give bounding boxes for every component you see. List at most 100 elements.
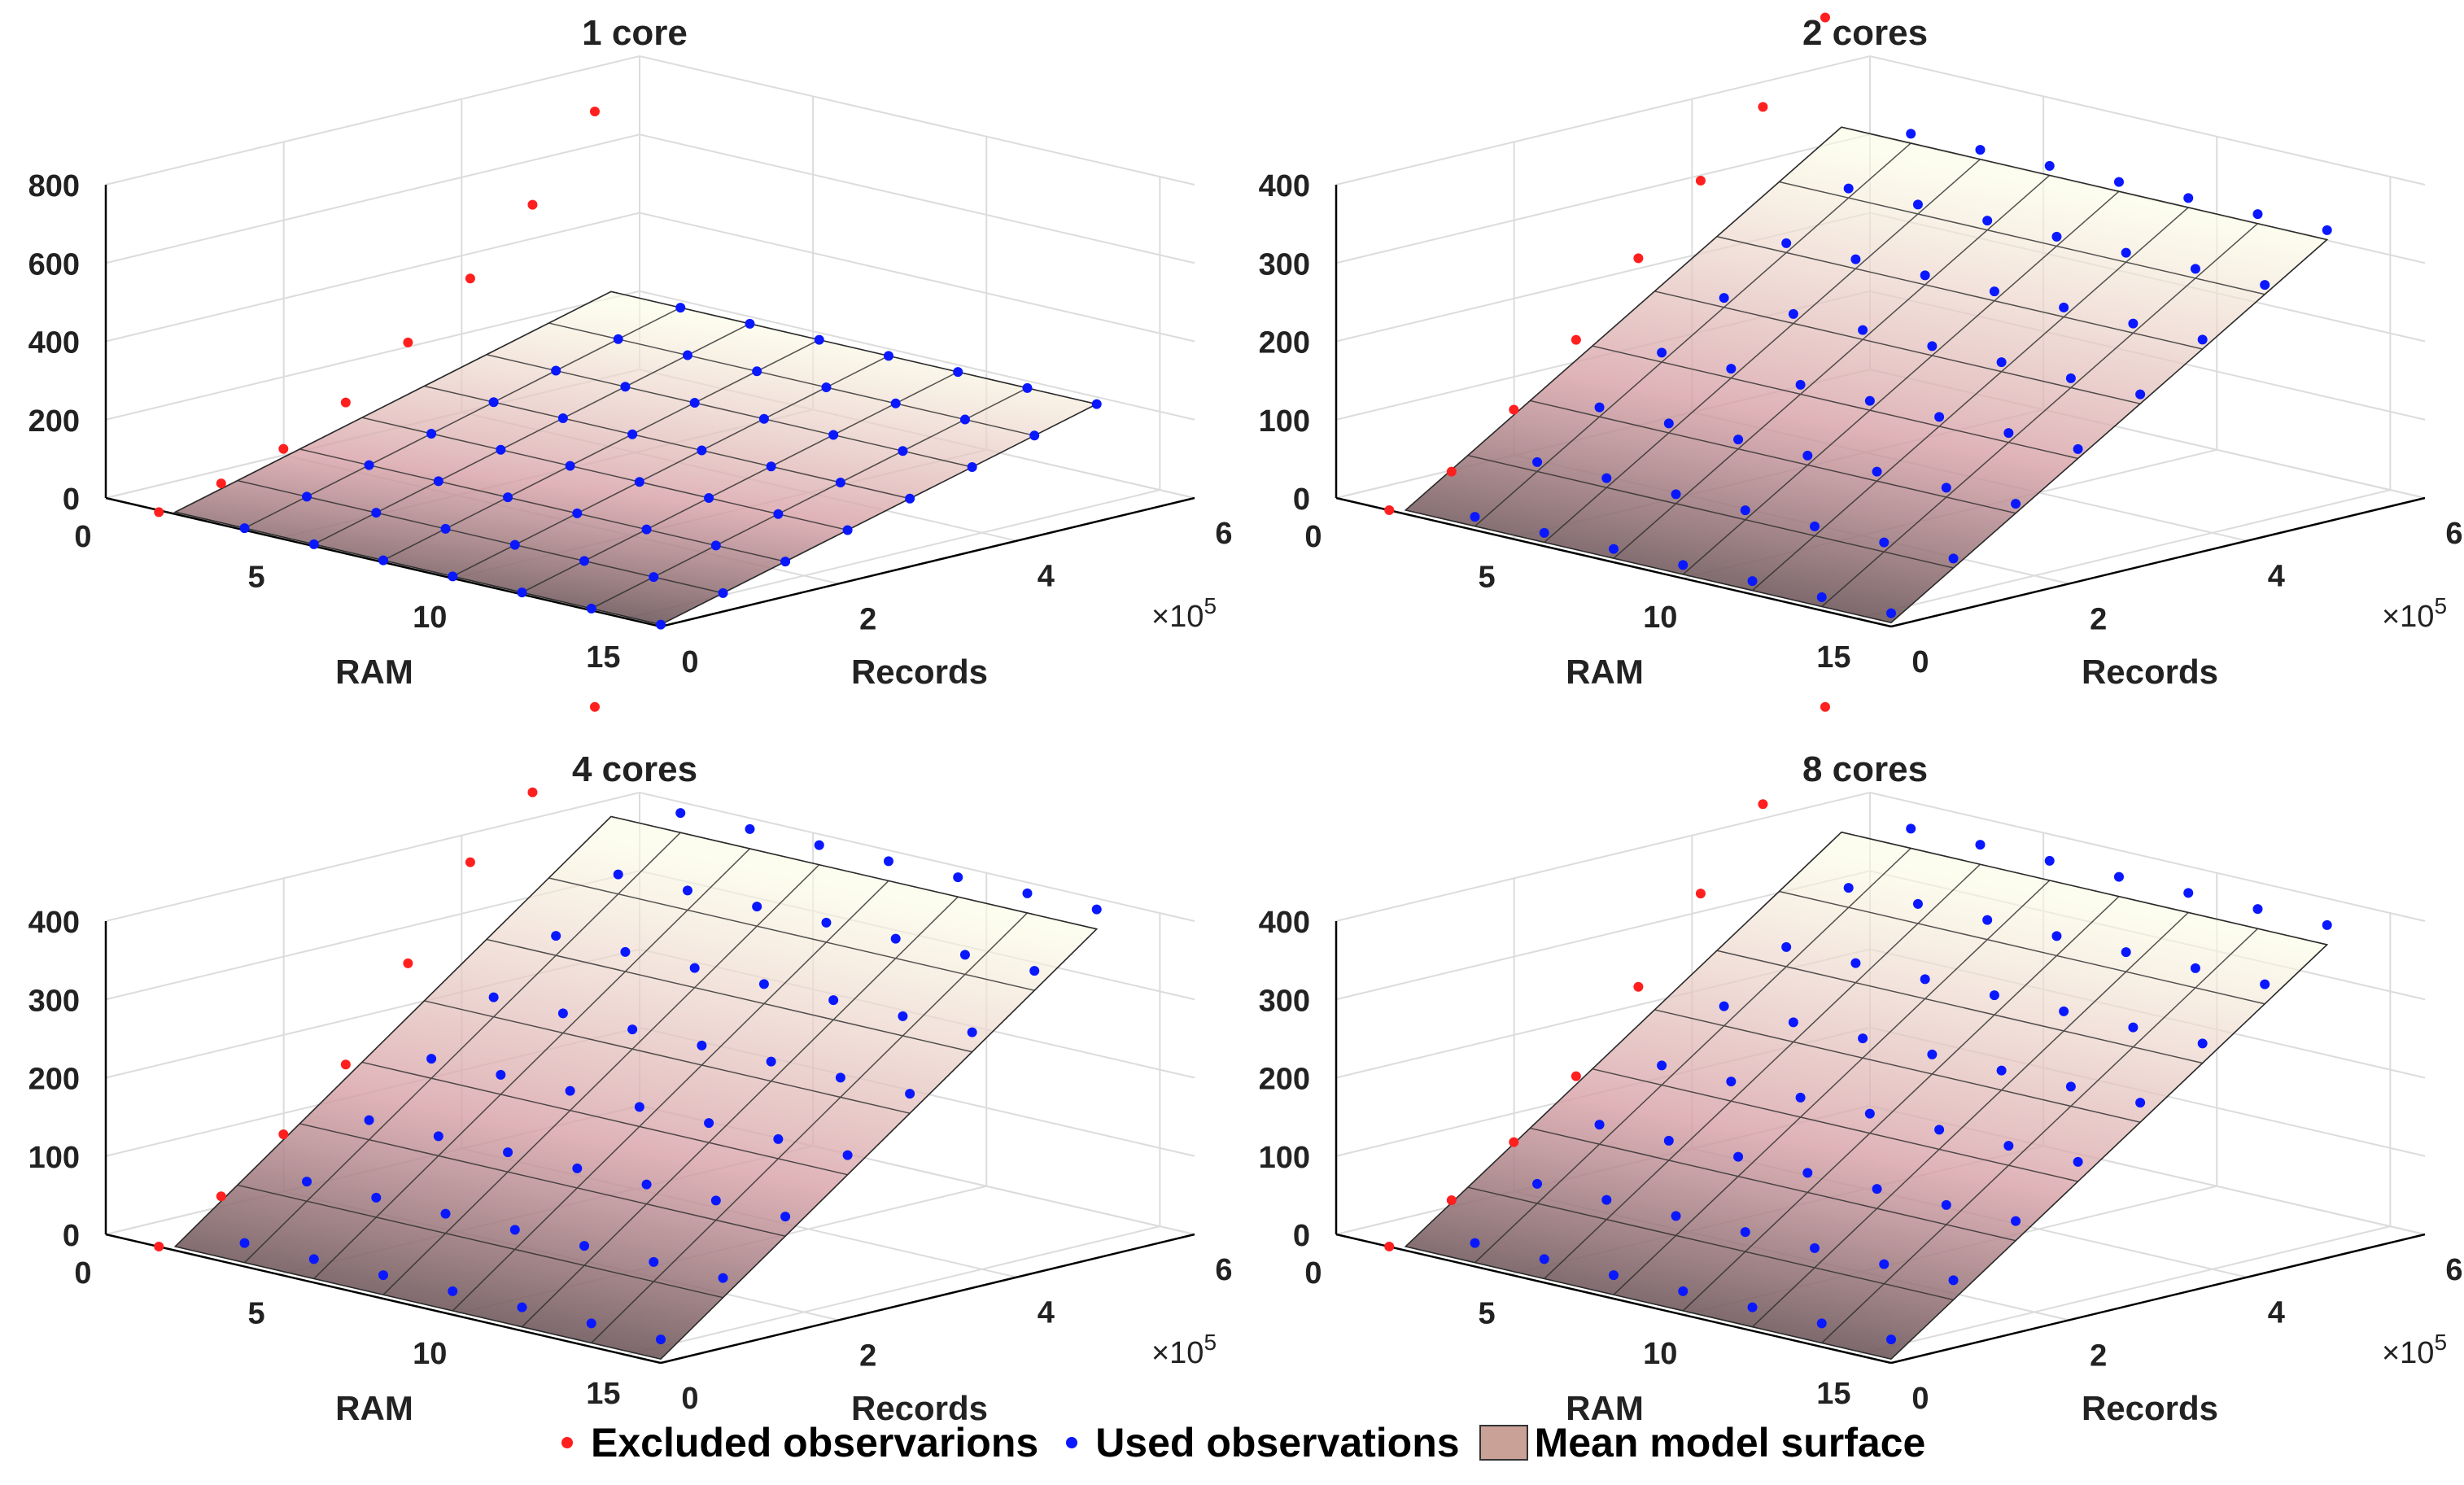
excluded-observation-point: [1509, 404, 1519, 415]
used-observation-point: [1733, 435, 1744, 445]
mesh-line: [1890, 944, 2328, 1360]
mesh-line: [452, 355, 889, 578]
used-observation-point: [378, 555, 388, 566]
used-observation-point: [1948, 1275, 1959, 1286]
z-tick-label: 400: [1259, 169, 1310, 203]
used-observation-point: [1678, 1286, 1689, 1296]
used-observation-point: [433, 476, 443, 487]
y-tick-label: 4: [1038, 1296, 1055, 1330]
used-observations: [239, 303, 1102, 630]
used-observation-point: [1726, 1077, 1737, 1087]
grid-line: [1856, 489, 2391, 620]
mean-model-surface: [173, 290, 1099, 626]
y-tick-label: 6: [1215, 1253, 1232, 1287]
used-observation-point: [496, 1069, 506, 1080]
used-observation-point: [2051, 231, 2062, 242]
y-tick-label: 2: [859, 602, 876, 636]
used-observation-point: [572, 508, 583, 518]
used-observation-point: [883, 856, 893, 867]
mesh-line: [1682, 896, 2120, 1312]
used-observation-point: [426, 1054, 437, 1064]
excluded-observation-point: [1695, 889, 1706, 899]
used-observation-point: [1663, 418, 1674, 429]
used-observation-point: [1850, 958, 1861, 968]
mesh-line: [1654, 290, 2141, 404]
used-observation-point: [2011, 499, 2021, 509]
used-observation-point: [1810, 521, 1820, 531]
used-observation-point: [1601, 473, 1612, 483]
excluded-observation-point: [216, 478, 226, 489]
used-observation-point: [1879, 537, 1890, 548]
used-observation-point: [433, 1131, 443, 1142]
used-observation-point: [1470, 1238, 1480, 1248]
x-tick-label: 5: [1479, 1296, 1496, 1330]
used-observation-point: [440, 523, 451, 534]
used-observation-point: [2128, 1022, 2139, 1033]
used-observation-point: [780, 1212, 791, 1222]
used-observation-point: [682, 350, 692, 360]
mesh-line: [244, 307, 681, 529]
used-observation-point: [448, 1286, 458, 1296]
used-observation-point: [2113, 177, 2124, 187]
used-observation-point: [627, 1024, 638, 1035]
mesh-line: [1592, 1068, 2078, 1182]
used-observation-point: [2073, 443, 2083, 454]
used-observation-point: [2073, 1156, 2083, 1167]
used-observation-point: [2121, 947, 2131, 958]
z-tick-label: 200: [28, 1063, 80, 1097]
used-observation-point: [1850, 254, 1861, 264]
used-observation-point: [1719, 293, 1729, 304]
excluded-observation-point: [527, 787, 538, 797]
y-axis-label: Records: [2082, 653, 2218, 691]
grid-line: [1856, 1225, 2391, 1356]
mesh-line: [660, 928, 1098, 1360]
excluded-observation-point: [1820, 12, 1830, 23]
used-observation-point: [1740, 1227, 1750, 1238]
used-observation-point: [953, 367, 963, 378]
excluded-observation-point: [465, 857, 475, 867]
x-tick-label: 5: [248, 560, 265, 594]
used-observations: [239, 808, 1102, 1345]
used-observation-point: [890, 933, 901, 944]
chart-panel-4: 0 100 200 300 400 0 5 10 15 0 2 4 6 RAM Records ×105 8 c…: [1259, 701, 2463, 1427]
used-observation-point: [890, 398, 901, 408]
mesh-line: [237, 479, 723, 594]
excluded-observation-point: [1695, 175, 1706, 186]
used-observation-point: [2183, 888, 2194, 898]
used-observation-point: [828, 995, 839, 1006]
axes: [104, 921, 1195, 1365]
mesh-line: [1592, 345, 2078, 460]
mesh-line: [1613, 174, 2051, 559]
used-observation-point: [1912, 898, 1923, 909]
used-observation-point: [1733, 1151, 1744, 1162]
used-observation-point: [2121, 247, 2131, 258]
grid-line: [626, 1225, 1160, 1356]
z-tick-label: 200: [1259, 326, 1310, 360]
excluded-observations: [154, 701, 600, 1251]
used-observation-point: [239, 1238, 250, 1248]
chart-title: 4 cores: [572, 749, 697, 789]
used-observation-point: [2322, 919, 2332, 930]
mesh-line: [1467, 1186, 1954, 1301]
mesh-line: [1779, 890, 2265, 1005]
used-observation-point: [503, 492, 513, 503]
x-tick-label: 0: [74, 520, 91, 554]
used-observation-point: [842, 525, 853, 535]
y-exponent-label: ×105: [1151, 593, 1217, 634]
used-observation-point: [641, 1179, 652, 1190]
used-observation-point: [1788, 1017, 1798, 1028]
used-observation-point: [308, 1254, 319, 1264]
used-observation-point: [2059, 302, 2069, 312]
excluded-observation-point: [278, 1129, 289, 1140]
used-observation-point: [1788, 308, 1798, 319]
used-observation-point: [1594, 1120, 1605, 1130]
chart-panel-1: 0 200 400 600 800 0 5 10 15 0 2 4 6 RAM Records ×105 1 c…: [28, 13, 1233, 691]
used-observation-point: [2260, 979, 2270, 989]
used-observation-point: [1941, 483, 1951, 493]
z-tick-label: 0: [63, 483, 80, 517]
used-observation-point: [620, 382, 631, 392]
used-observation-point: [1740, 505, 1750, 516]
x-tick-label: 10: [1643, 1337, 1677, 1371]
used-observation-point: [641, 524, 652, 535]
used-observation-point: [1747, 1302, 1758, 1312]
